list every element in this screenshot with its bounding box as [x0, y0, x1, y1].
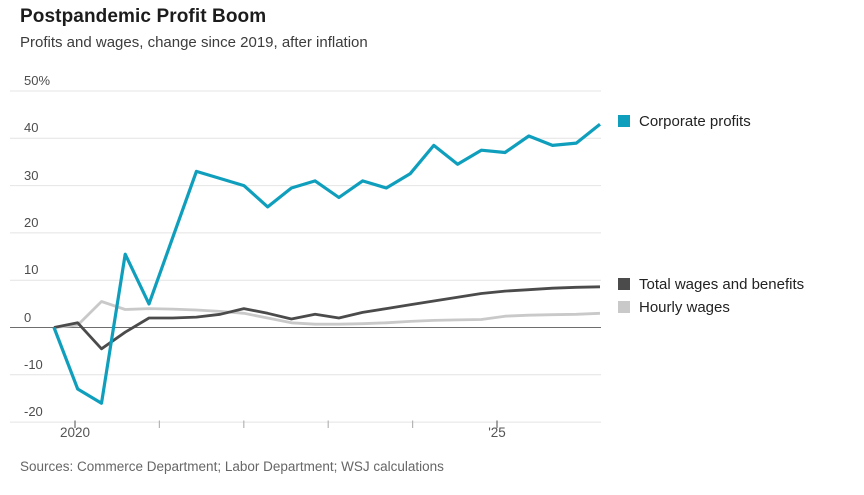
x-axis-label: 2020: [59, 425, 91, 440]
y-axis-label: 50%: [24, 73, 51, 88]
y-axis-label: -20: [24, 404, 43, 420]
legend-swatch: [618, 278, 630, 290]
y-axis-label: 20: [24, 214, 39, 230]
legend-item-total-wages-and-benefits: Total wages and benefits: [618, 274, 804, 294]
series-line-hourly-wages: [53, 300, 601, 329]
y-axis-label: 30: [24, 167, 39, 183]
chart-subtitle: Profits and wages, change since 2019, af…: [20, 34, 368, 51]
series-line-total-wages-and-benefits: [53, 285, 601, 351]
y-axis-label: 10: [24, 262, 39, 278]
y-axis-label: 0: [24, 309, 32, 325]
legend-swatch: [618, 115, 630, 127]
legend-label: Total wages and benefits: [639, 275, 805, 293]
legend-item-corporate-profits: Corporate profits: [618, 111, 751, 131]
source-note: Sources: Commerce Department; Labor Depa…: [20, 459, 444, 474]
y-axis-label: 40: [24, 120, 39, 136]
y-axis-label: -10: [24, 356, 43, 372]
series-line-corporate-profits: [52, 122, 601, 405]
x-axis-label: '25: [488, 425, 506, 440]
legend-label: Hourly wages: [639, 298, 730, 316]
legend-label: Corporate profits: [639, 112, 751, 130]
chart-title: Postpandemic Profit Boom: [20, 6, 267, 27]
legend-item-hourly-wages: Hourly wages: [618, 297, 730, 317]
legend-swatch: [618, 301, 630, 313]
